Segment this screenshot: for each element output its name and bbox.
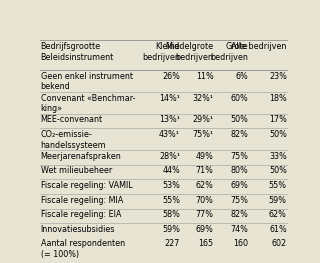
Text: 60%: 60%	[231, 94, 248, 103]
Text: Geen enkel instrument
bekend: Geen enkel instrument bekend	[41, 72, 133, 92]
Text: 69%: 69%	[230, 181, 248, 190]
Text: Wet milieubeheer: Wet milieubeheer	[41, 166, 112, 175]
Text: 80%: 80%	[231, 166, 248, 175]
Text: Kleine
bedrijven: Kleine bedrijven	[142, 42, 180, 62]
Text: Bedrijfsgrootte
Beleidsinstrument: Bedrijfsgrootte Beleidsinstrument	[41, 42, 114, 62]
Text: 71%: 71%	[196, 166, 214, 175]
Text: 602: 602	[272, 239, 287, 248]
Text: 50%: 50%	[230, 115, 248, 124]
Text: 11%: 11%	[196, 72, 214, 81]
Text: 23%: 23%	[269, 72, 287, 81]
Text: 69%: 69%	[196, 225, 214, 234]
Text: 43%¹: 43%¹	[159, 130, 180, 139]
Text: 44%: 44%	[162, 166, 180, 175]
Text: 62%: 62%	[196, 181, 214, 190]
Text: 50%: 50%	[269, 166, 287, 175]
Text: Fiscale regeling: VAMIL: Fiscale regeling: VAMIL	[41, 181, 132, 190]
Text: Fiscale regeling: MIA: Fiscale regeling: MIA	[41, 196, 123, 205]
Text: 75%¹: 75%¹	[192, 130, 214, 139]
Text: 58%: 58%	[162, 210, 180, 219]
Text: 33%: 33%	[269, 152, 287, 161]
Text: 74%: 74%	[230, 225, 248, 234]
Text: 55%: 55%	[162, 196, 180, 205]
Text: CO₂-emissie-
handelssysteem: CO₂-emissie- handelssysteem	[41, 130, 106, 150]
Text: 18%: 18%	[269, 94, 287, 103]
Text: 59%: 59%	[269, 196, 287, 205]
Text: 82%: 82%	[230, 130, 248, 139]
Text: MEE-convenant: MEE-convenant	[41, 115, 103, 124]
Text: 75%: 75%	[230, 196, 248, 205]
Text: 55%: 55%	[269, 181, 287, 190]
Text: 29%¹: 29%¹	[192, 115, 214, 124]
Text: 62%: 62%	[269, 210, 287, 219]
Text: 53%: 53%	[162, 181, 180, 190]
Text: 13%¹: 13%¹	[159, 115, 180, 124]
Text: 70%: 70%	[196, 196, 214, 205]
Text: Fiscale regeling: EIA: Fiscale regeling: EIA	[41, 210, 121, 219]
Text: Grote
bedrijven: Grote bedrijven	[211, 42, 248, 62]
Text: 77%: 77%	[196, 210, 214, 219]
Text: Middelgrote
bedrijven: Middelgrote bedrijven	[165, 42, 214, 62]
Text: 227: 227	[165, 239, 180, 248]
Text: Innovatiesubsidies: Innovatiesubsidies	[41, 225, 115, 234]
Text: 50%: 50%	[269, 130, 287, 139]
Text: 32%¹: 32%¹	[192, 94, 214, 103]
Text: Convenant «Benchmar-
king»: Convenant «Benchmar- king»	[41, 94, 135, 113]
Text: Aantal respondenten
(= 100%): Aantal respondenten (= 100%)	[41, 239, 125, 259]
Text: 160: 160	[233, 239, 248, 248]
Text: 49%: 49%	[196, 152, 214, 161]
Text: 17%: 17%	[269, 115, 287, 124]
Text: 6%: 6%	[236, 72, 248, 81]
Text: 82%: 82%	[230, 210, 248, 219]
Text: 14%¹: 14%¹	[159, 94, 180, 103]
Text: 61%: 61%	[269, 225, 287, 234]
Text: 75%: 75%	[230, 152, 248, 161]
Text: 26%: 26%	[162, 72, 180, 81]
Text: 59%: 59%	[162, 225, 180, 234]
Text: Meerjarenafspraken: Meerjarenafspraken	[41, 152, 122, 161]
Text: 165: 165	[198, 239, 214, 248]
Text: Alle bedrijven: Alle bedrijven	[231, 42, 287, 51]
Text: 28%¹: 28%¹	[159, 152, 180, 161]
